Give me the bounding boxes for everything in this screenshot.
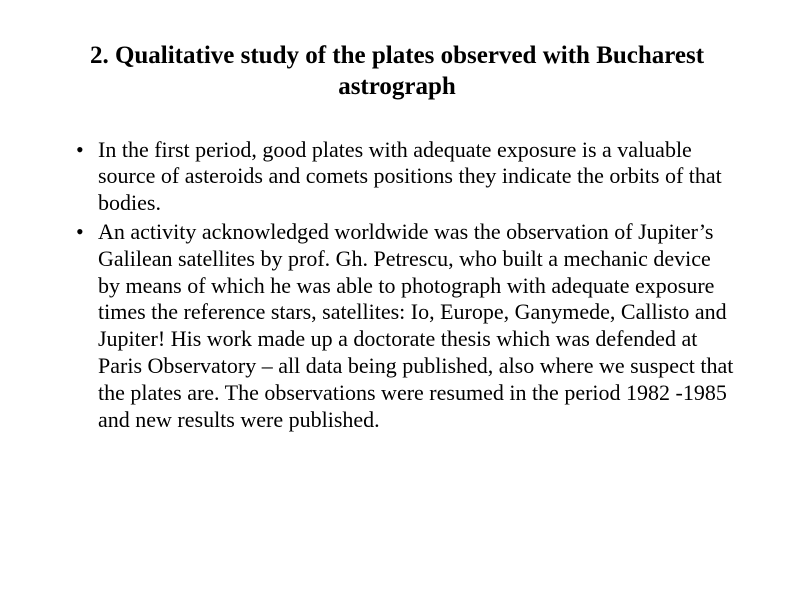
list-item: In the first period, good plates with ad… [98, 137, 734, 217]
slide-title: 2. Qualitative study of the plates obser… [60, 40, 734, 103]
list-item: An activity acknowledged worldwide was t… [98, 219, 734, 434]
bullet-list: In the first period, good plates with ad… [60, 137, 734, 434]
